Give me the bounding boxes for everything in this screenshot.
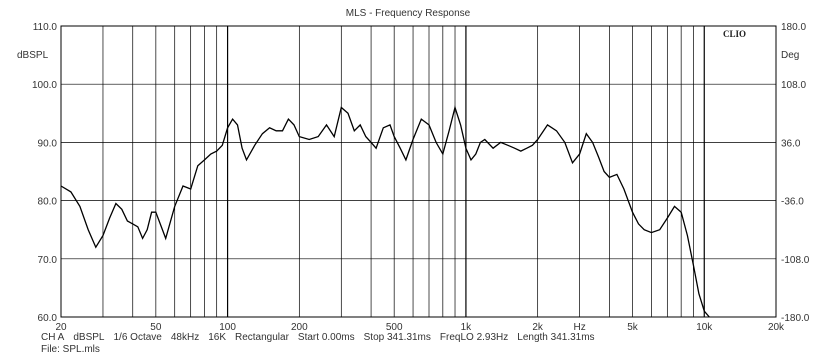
plot-frame [60, 25, 777, 318]
measurement-setting: Stop 341.31ms [363, 332, 431, 343]
x-tick-label: 1k [461, 322, 473, 333]
measurement-info: CH A dBSPL 1/6 Octave 48kHz 16K Rectangular St… [41, 332, 604, 356]
y-tick-label-left: 70.0 [38, 255, 58, 266]
measurement-setting: Rectangular [235, 332, 289, 343]
measurement-setting: Length 341.31ms [517, 332, 595, 343]
file-name: File: SPL.mls [41, 344, 100, 355]
measurement-setting: 1/6 Octave [113, 332, 162, 343]
y-tick-label-right: 180.0 [781, 22, 806, 33]
x-tick-label: 500 [386, 322, 403, 333]
y-tick-label-right: -108.0 [781, 255, 810, 266]
y-axis-label-left: dBSPL [17, 50, 49, 61]
measurement-setting: dBSPL [73, 332, 105, 343]
x-tick-label: 50 [150, 322, 162, 333]
measurement-setting: 48kHz [170, 332, 200, 343]
axis-ticks: 110.0 100.0 90.0 80.0 70.0 60.0 180.0 108.0 36.0… [32, 22, 810, 333]
data-points [61, 107, 709, 317]
x-tick-label: 200 [291, 322, 308, 333]
y-tick-label-left: 60.0 [38, 313, 58, 324]
x-tick-label: 2k [532, 322, 544, 333]
series-line-spl [60, 105, 710, 318]
clio-brand: CLIO [723, 29, 746, 39]
measurement-setting: FreqLO 2.93Hz [439, 332, 509, 343]
y-tick-label-left: 100.0 [32, 80, 57, 91]
x-tick-label: Hz [574, 322, 586, 333]
y-tick-label-left: 110.0 [33, 22, 58, 33]
x-tick-label: 10k [696, 322, 713, 333]
chart-title: MLS - Frequency Response [346, 8, 471, 19]
y-tick-label-left: 80.0 [38, 197, 58, 208]
y-axis-label-right: Deg [781, 50, 799, 61]
y-tick-label-right: 108.0 [781, 80, 806, 91]
measurement-settings: CH A dBSPL 1/6 Octave 48kHz 16K Rectangular St… [41, 332, 604, 344]
grid [61, 26, 776, 317]
measurement-setting: CH A [41, 332, 65, 343]
y-tick-label-right: -36.0 [781, 197, 804, 208]
x-tick-label: 20k [768, 322, 785, 333]
measurement-setting: Start 0.00ms [297, 332, 355, 343]
x-tick-label: 100 [219, 322, 236, 333]
y-tick-label-right: -180.0 [781, 313, 810, 324]
y-tick-label-right: 36.0 [781, 138, 801, 149]
measurement-setting: 16K [208, 332, 226, 343]
y-tick-label-left: 90.0 [38, 138, 58, 149]
x-tick-label: 5k [627, 322, 639, 333]
x-tick-label: 20 [55, 322, 67, 333]
